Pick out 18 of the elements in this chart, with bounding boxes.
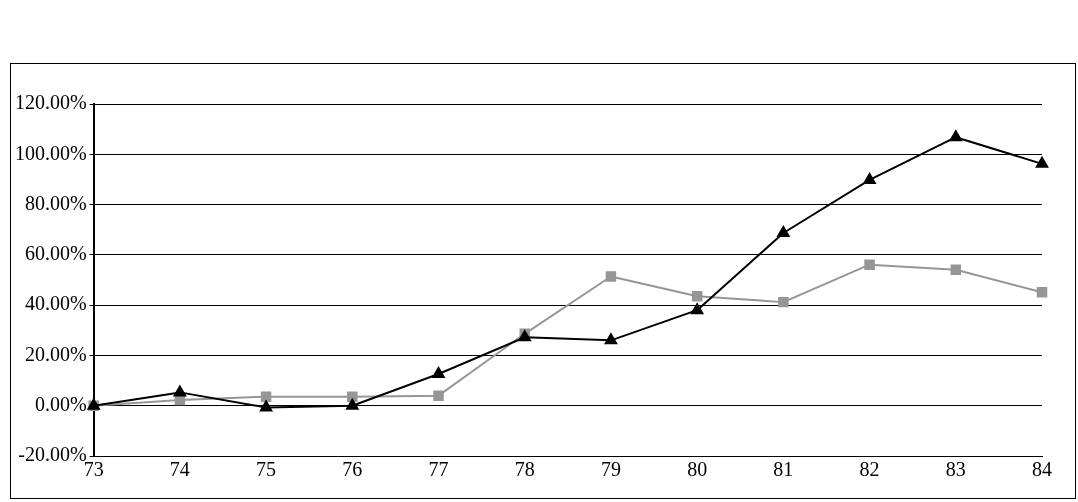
y-tick-label: 0.00%	[34, 392, 87, 415]
y-tick-label: 60.00%	[24, 242, 87, 265]
x-tick-label: 80	[687, 458, 708, 481]
x-tick-label: 77	[428, 458, 449, 481]
y-tick-label: 20.00%	[24, 342, 87, 365]
x-tick-label: 76	[342, 458, 363, 481]
x-tick-label: 79	[600, 458, 621, 481]
x-tick-label: 82	[859, 458, 880, 481]
x-tick-label: 75	[256, 458, 277, 481]
x-tick-label: 81	[773, 458, 794, 481]
y-tick-label: 80.00%	[24, 191, 87, 214]
x-tick-label: 84	[1032, 458, 1052, 481]
x-tick-label: 78	[514, 458, 535, 481]
y-tick-label: 100.00%	[14, 141, 87, 164]
y-tick-label: 40.00%	[24, 292, 87, 315]
y-tick-label: 120.00%	[14, 91, 87, 114]
x-tick-label: 83	[945, 458, 966, 481]
x-tick-label: 74	[169, 458, 190, 481]
